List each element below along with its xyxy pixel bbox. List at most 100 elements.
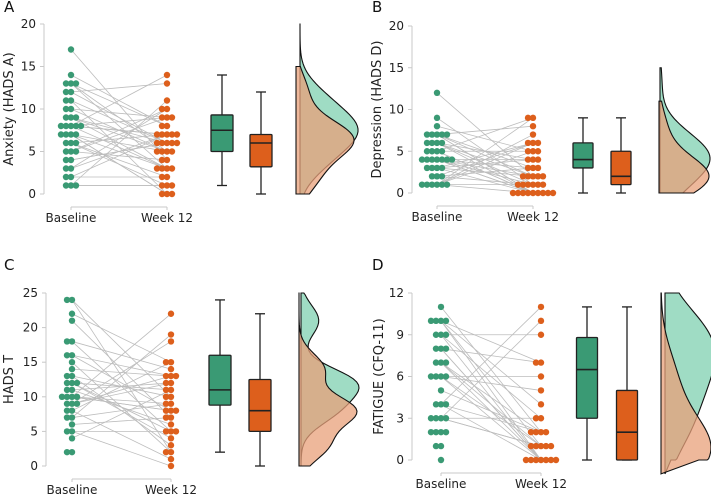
baseline-point — [62, 182, 70, 189]
week12-point — [163, 105, 171, 113]
week12-point — [158, 122, 166, 130]
panel-D: D FATIGUE (CFQ-11) 0 3 6 9 12 Baseline Week 12 — [372, 256, 711, 491]
panel-letter: D — [372, 256, 384, 274]
week12-point — [168, 148, 176, 155]
baseline-point — [68, 421, 76, 428]
baseline-point — [442, 415, 450, 422]
week12-point — [168, 131, 176, 138]
pair-line — [70, 100, 168, 186]
week12-point — [167, 379, 175, 387]
panel-letter: A — [4, 0, 15, 16]
pair-line — [71, 389, 172, 439]
baseline-point — [63, 448, 71, 456]
baseline-point — [423, 156, 431, 163]
y-tick-label: 0 — [28, 187, 36, 201]
pair-line — [71, 334, 172, 418]
baseline-point — [72, 148, 80, 155]
baseline-point — [432, 415, 440, 422]
week12-point — [167, 338, 175, 345]
week12-point — [529, 181, 537, 188]
x-tick-label: Baseline — [46, 211, 97, 225]
baseline-point — [437, 428, 445, 436]
week12-box — [248, 378, 272, 433]
baseline-point — [438, 173, 446, 180]
baseline-point — [62, 139, 70, 147]
week12-point — [547, 442, 555, 450]
baseline-point — [67, 131, 75, 138]
week12-point — [519, 181, 527, 188]
pair-line — [70, 125, 168, 169]
week12-point — [532, 428, 540, 436]
week12-point — [544, 189, 552, 197]
baseline-point — [427, 317, 435, 325]
week12-point — [172, 372, 180, 380]
baseline-point — [442, 373, 450, 380]
week12-point — [524, 139, 532, 147]
y-tick-label: 15 — [23, 355, 38, 369]
pair-line — [71, 431, 172, 467]
pair-line — [71, 354, 172, 377]
baseline-box — [208, 354, 232, 406]
pair-line — [436, 150, 534, 186]
week12-point — [537, 442, 545, 450]
baseline-point — [62, 80, 70, 87]
baseline-point — [77, 122, 85, 130]
pair-line — [70, 108, 168, 169]
week12-density — [298, 293, 358, 467]
baseline-point — [62, 173, 70, 181]
week12-point — [162, 372, 170, 380]
y-tick-label: 5 — [28, 145, 36, 159]
baseline-point — [73, 400, 81, 407]
baseline-point — [67, 182, 75, 189]
week12-point — [167, 372, 175, 380]
week12-point — [168, 190, 176, 198]
baseline-point — [72, 80, 80, 87]
week12-point — [167, 407, 175, 414]
y-tick-label: 15 — [21, 60, 36, 74]
y-tick-label: 0 — [396, 453, 404, 467]
baseline-point — [62, 88, 70, 96]
baseline-point — [63, 338, 71, 345]
baseline-point — [423, 131, 431, 138]
baseline-point — [423, 148, 431, 155]
week12-point — [537, 331, 545, 338]
baseline-point — [418, 181, 426, 188]
week12-point — [537, 428, 545, 436]
baseline-point — [62, 114, 70, 121]
y-tick-label: 20 — [21, 17, 36, 31]
baseline-point — [448, 156, 456, 163]
baseline-point — [442, 345, 450, 352]
week12-point — [534, 156, 542, 163]
week12-point — [153, 139, 161, 147]
pair-line — [71, 417, 172, 425]
pair-line — [70, 83, 168, 169]
pair-line — [440, 306, 542, 405]
x-tick-label: Week 12 — [515, 477, 567, 491]
week12-point — [537, 303, 545, 311]
baseline-point — [432, 373, 440, 380]
baseline-point — [437, 415, 445, 422]
pair-line — [71, 299, 172, 398]
baseline-point — [427, 373, 435, 380]
week12-point — [168, 165, 176, 172]
baseline-point — [428, 148, 436, 155]
baseline-point — [62, 165, 70, 172]
pair-line — [70, 83, 168, 127]
week12-point — [167, 400, 175, 407]
x-tick-label: Week 12 — [141, 211, 193, 225]
y-tick-label: 10 — [21, 102, 36, 116]
week12-point — [527, 428, 535, 436]
week12-point — [529, 148, 537, 155]
baseline-point — [428, 173, 436, 180]
week12-point — [539, 189, 547, 197]
week12-point — [163, 131, 171, 138]
baseline-point — [62, 156, 70, 164]
week12-point — [163, 114, 171, 121]
y-tick-label: 25 — [23, 286, 38, 300]
baseline-point — [437, 345, 445, 352]
pair-line — [436, 117, 534, 152]
baseline-point — [68, 310, 76, 317]
week12-point — [534, 164, 542, 172]
baseline-point — [432, 359, 440, 366]
baseline-point — [428, 156, 436, 163]
